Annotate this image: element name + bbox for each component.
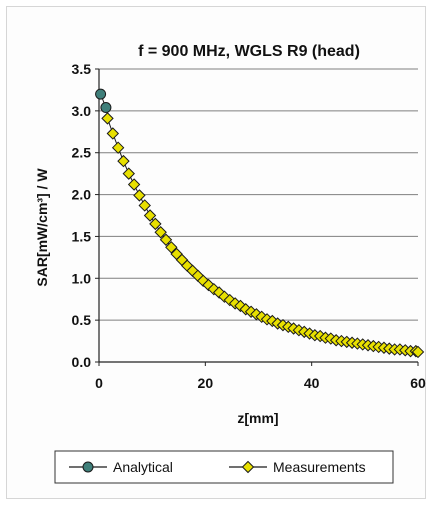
y-tick-label: 1.5 xyxy=(72,228,92,244)
x-tick-label: 0 xyxy=(95,375,103,391)
data-point xyxy=(117,154,130,168)
data-point xyxy=(138,199,151,212)
x-tick-label: 40 xyxy=(304,375,320,391)
legend-marker xyxy=(241,460,255,474)
legend-label: Measurements xyxy=(273,459,366,475)
data-point xyxy=(106,127,120,140)
x-tick-labels: 0 20 40 60 xyxy=(95,375,426,391)
y-tick-label: 3.5 xyxy=(72,61,92,77)
legend-item: Analytical xyxy=(69,459,173,475)
y-tick-label: 1.0 xyxy=(72,270,92,286)
x-tick-label: 20 xyxy=(198,375,214,391)
chart: f = 900 MHz, WGLS R9 (head) 0.0 0.5 1.0 1.5… xyxy=(34,43,426,484)
legend-item: Measurements xyxy=(229,459,366,475)
legend-label: Analytical xyxy=(113,459,173,475)
y-tick-label: 2.0 xyxy=(72,187,92,203)
grid-lines xyxy=(95,68,418,363)
axes xyxy=(98,69,419,366)
data-point xyxy=(159,233,173,246)
data-point xyxy=(100,102,112,114)
data-point xyxy=(149,217,162,231)
data-point xyxy=(411,345,425,359)
data-point xyxy=(133,189,146,202)
x-tick-label: 60 xyxy=(410,375,426,391)
chart-title: f = 900 MHz, WGLS R9 (head) xyxy=(138,43,360,60)
y-tick-label: 0.0 xyxy=(72,354,92,370)
legend-box xyxy=(54,450,394,484)
y-axis-label: SAR[mW/cm³] / W xyxy=(34,168,50,287)
x-axis-label: z[mm] xyxy=(237,410,278,426)
y-tick-labels: 0.0 0.5 1.0 1.5 2.0 2.5 3.0 3.5 xyxy=(72,61,92,370)
y-tick-label: 3.0 xyxy=(72,103,92,119)
data-point xyxy=(122,167,135,180)
data-point xyxy=(101,112,114,125)
data-point xyxy=(95,88,107,100)
data-point xyxy=(165,241,178,254)
legend-items: Analytical Measurements xyxy=(69,459,366,475)
legend: Analytical Measurements xyxy=(54,450,394,484)
data-series xyxy=(95,88,425,359)
data-point xyxy=(154,226,167,239)
y-tick-label: 0.5 xyxy=(72,312,92,328)
data-point xyxy=(143,209,157,222)
series-measurements xyxy=(101,112,425,359)
data-point xyxy=(111,141,125,154)
data-point xyxy=(127,178,141,191)
series-analytical xyxy=(95,88,112,114)
legend-marker xyxy=(82,461,94,473)
y-tick-label: 2.5 xyxy=(72,145,92,161)
chart-frame: f = 900 MHz, WGLS R9 (head) 0.0 0.5 1.0 1.5… xyxy=(6,6,426,499)
